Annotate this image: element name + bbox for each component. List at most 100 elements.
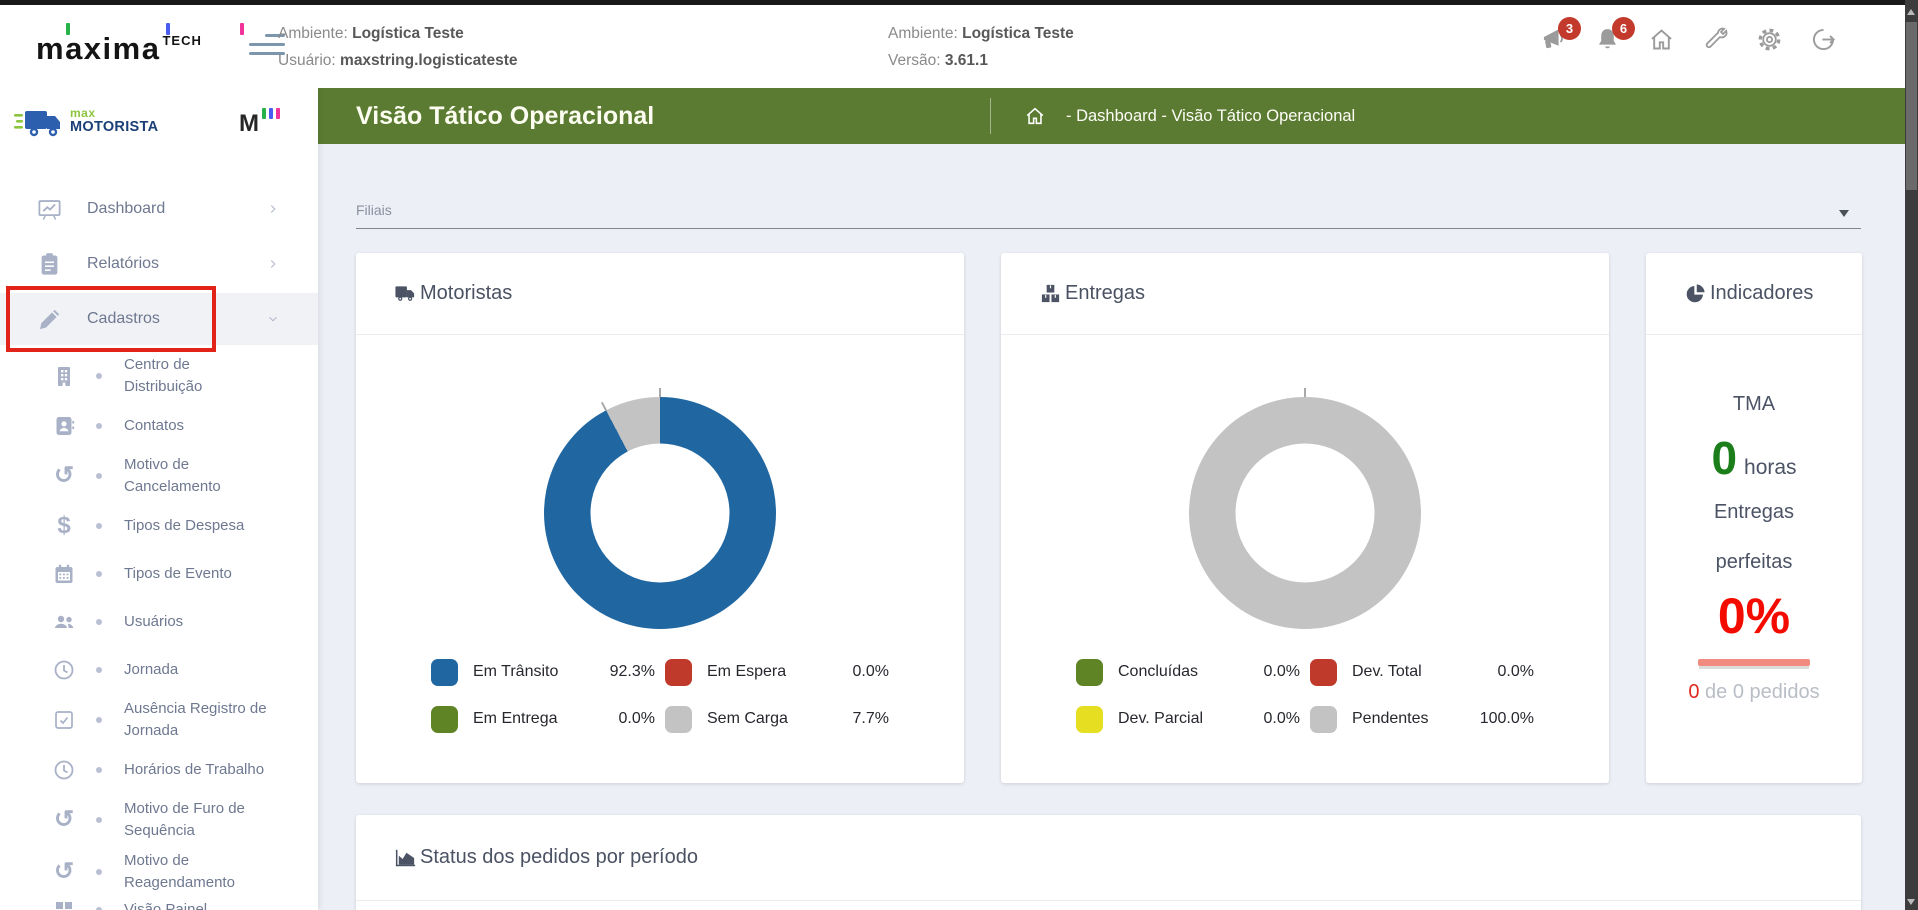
divider [990,98,991,134]
legend-label: Em Trânsito [473,663,559,680]
sidebar-item-ausencia-registro-de-jornada[interactable]: Ausência Registro de Jornada [0,694,318,746]
filiais-select[interactable]: Filiais [356,202,392,218]
sidebar-item-centro-de-distribuicao[interactable]: Centro de Distribuição [0,350,318,402]
mini-brand-logo: M [239,108,280,137]
title-bar: Visão Tático Operacional - Dashboard - V… [318,88,1905,144]
sidebar-toggle-icon[interactable] [249,34,285,60]
bullet-dot [96,423,102,429]
sidebar-item-tipos-de-evento[interactable]: Tipos de Evento [0,550,318,598]
versao-value: 3.61.1 [944,52,988,69]
bullet-dot [96,767,102,773]
contacts-icon [52,414,76,438]
legend-item: Pendentes 100.0% [1310,704,1534,734]
sidebar-item-jornada[interactable]: Jornada [0,646,318,694]
sidebar-item-label: Tipos de Despesa [124,517,245,534]
sidebar-item-label: Motivo de Cancelamento [124,456,221,495]
wrench-icon[interactable] [1702,26,1729,53]
sidebar-item-label: Cadastros [87,310,160,327]
legend-label: Concluídas [1118,663,1199,680]
sidebar-menu: Dashboard Relatórios Cadastros [0,183,318,352]
motoristas-donut-chart [544,388,776,629]
sidebar-item-relatorios[interactable]: Relatórios [0,238,318,290]
perfect-deliveries-percent: 0% [1717,588,1791,644]
brand-name: maxima [36,31,161,66]
filiais-underline [356,228,1861,229]
logout-icon[interactable] [1810,26,1837,53]
sidebar-item-tipos-de-despesa[interactable]: $ Tipos de Despesa [0,502,318,550]
product-name: MOTORISTA [70,119,159,135]
sidebar-item-label: Horários de Trabalho [124,761,265,778]
sidebar-item-cadastros[interactable]: Cadastros [0,286,318,352]
legend-item: Em Entrega 0.0% [431,704,655,734]
app-header: maxima TECH Ambiente: Logística Teste Usu… [0,5,1905,88]
legend-item: Sem Carga 7.7% [665,704,889,734]
legend-swatch [1310,705,1337,733]
dollar-icon: $ [57,512,71,539]
sidebar: max MOTORISTA M Dashboard Relatórios Cadas… [0,88,318,910]
notifications-badge: 6 [1612,17,1635,40]
sidebar-item-motivo-de-reagendamento[interactable]: ↺ Motivo de Reagendamento [0,846,318,898]
legend-value: 100.0% [1479,710,1534,727]
brand-tick-pink [240,23,244,35]
sidebar-item-label: Motivo de Furo de Sequência [124,800,245,839]
product-name-small: max [70,106,96,120]
boxes-icon [1039,282,1062,305]
legend-item: Concluídas 0.0% [1076,657,1300,687]
sidebar-item-label: Tipos de Evento [124,565,232,582]
sidebar-item-visao-painel[interactable]: Visão Painel [0,886,318,910]
megaphone-icon[interactable]: 3 [1540,17,1581,53]
scrollbar[interactable] [1905,0,1918,910]
card-title: Status dos pedidos por período [420,846,698,868]
dropdown-caret-icon[interactable] [1839,210,1849,217]
top-strip [0,0,1918,5]
undo-icon: ↺ [53,806,75,833]
scroll-down-arrow-icon[interactable] [1907,899,1915,905]
bullet-dot [96,619,102,625]
card-title: Indicadores [1710,282,1814,304]
scrollbar-thumb[interactable] [1906,22,1917,190]
legend-value: 7.7% [852,710,889,727]
gear-icon[interactable] [1756,26,1783,53]
sidebar-item-label: Ausência Registro de Jornada [124,700,267,739]
brand-suffix: TECH [162,33,202,48]
tma-value: 0 horas [1711,432,1797,484]
sidebar-item-motivo-de-cancelamento[interactable]: ↺ Motivo de Cancelamento [0,450,318,502]
sidebar-item-contatos[interactable]: Contatos [0,402,318,450]
brand-tick-blue [166,23,170,35]
kpi-caption-line2: perfeitas [1715,551,1793,573]
legend-item: Em Espera 0.0% [665,657,889,687]
legend-swatch [665,705,692,733]
scroll-up-arrow-icon[interactable] [1907,9,1915,15]
sidebar-item-horarios-de-trabalho[interactable]: Horários de Trabalho [0,746,318,794]
entregas-donut-chart [1189,388,1421,629]
brand-tick-green [66,23,70,35]
legend-label: Dev. Parcial [1118,710,1204,727]
legend-value: 0.0% [1263,663,1300,680]
bell-icon[interactable]: 6 [1594,17,1635,53]
legend-label: Em Espera [707,663,787,680]
users-icon [52,610,76,634]
orders-count: 0 de 0 pedidos [1688,681,1820,703]
sidebar-item-motivo-de-furo-de-sequencia[interactable]: ↺ Motivo de Furo de Sequência [0,794,318,846]
bullet-dot [96,373,102,379]
bullet-dot [96,717,102,723]
bullet-dot [96,817,102,823]
pencil-icon [36,306,63,333]
area-chart-icon [394,846,417,869]
indicadores-card: Indicadores TMA 0 horas Entregas perfeita… [1646,253,1862,783]
legend-swatch [1076,658,1103,686]
home-icon[interactable] [1648,26,1675,53]
card-title: Motoristas [420,282,513,304]
legend-value: 0.0% [852,663,889,680]
truck-icon [394,282,417,305]
sidebar-item-usuarios[interactable]: Usuários [0,598,318,646]
legend-label: Dev. Total [1352,663,1422,680]
sidebar-item-dashboard[interactable]: Dashboard [0,183,318,235]
sidebar-item-label: Visão Painel [124,901,208,910]
legend-item: Em Trânsito 92.3% [431,657,655,687]
bullet-dot [96,869,102,875]
slice-tick [1304,388,1306,397]
legend-label: Sem Carga [707,710,788,727]
breadcrumb-home-icon[interactable] [1024,105,1046,127]
environment-info: Ambiente: Logística Teste Usuário: maxst… [278,20,517,74]
